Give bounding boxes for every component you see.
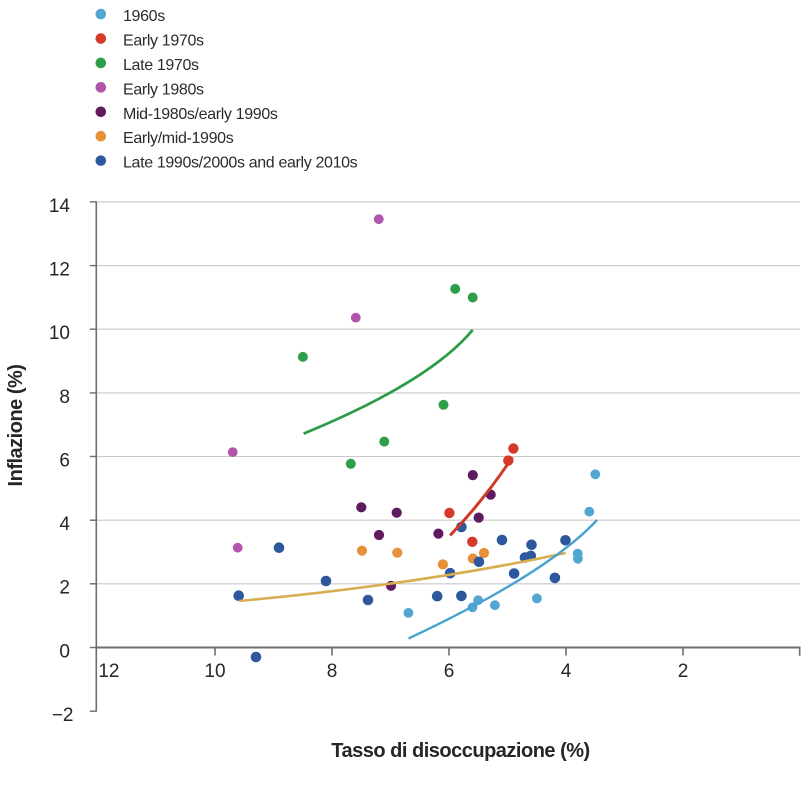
- svg-text:10: 10: [49, 323, 70, 344]
- svg-text:2: 2: [678, 661, 689, 682]
- svg-text:Late 1990s/2000s and early 201: Late 1990s/2000s and early 2010s: [123, 155, 358, 172]
- svg-text:Early 1980s: Early 1980s: [123, 81, 204, 98]
- svg-text:Mid-1980s/early 1990s: Mid-1980s/early 1990s: [123, 106, 278, 123]
- svg-text:Tasso di disoccupazione (%): Tasso di disoccupazione (%): [331, 740, 589, 762]
- svg-text:10: 10: [204, 661, 225, 682]
- svg-text:6: 6: [59, 450, 70, 471]
- svg-text:8: 8: [59, 387, 70, 408]
- svg-text:Early/mid-1990s: Early/mid-1990s: [123, 130, 234, 147]
- svg-text:8: 8: [327, 661, 338, 682]
- svg-text:0: 0: [59, 641, 70, 662]
- svg-text:12: 12: [49, 260, 70, 281]
- svg-text:4: 4: [59, 514, 70, 535]
- svg-text:14: 14: [49, 196, 71, 217]
- svg-text:1960s: 1960s: [123, 8, 165, 25]
- svg-text:Early 1970s: Early 1970s: [123, 33, 204, 50]
- svg-text:−2: −2: [52, 705, 74, 726]
- svg-text:4: 4: [561, 661, 572, 682]
- svg-text:Late 1970s: Late 1970s: [123, 57, 199, 74]
- svg-text:Inflazione (%): Inflazione (%): [5, 365, 27, 487]
- svg-text:12: 12: [98, 661, 119, 682]
- svg-text:6: 6: [444, 661, 455, 682]
- svg-text:2: 2: [59, 578, 70, 599]
